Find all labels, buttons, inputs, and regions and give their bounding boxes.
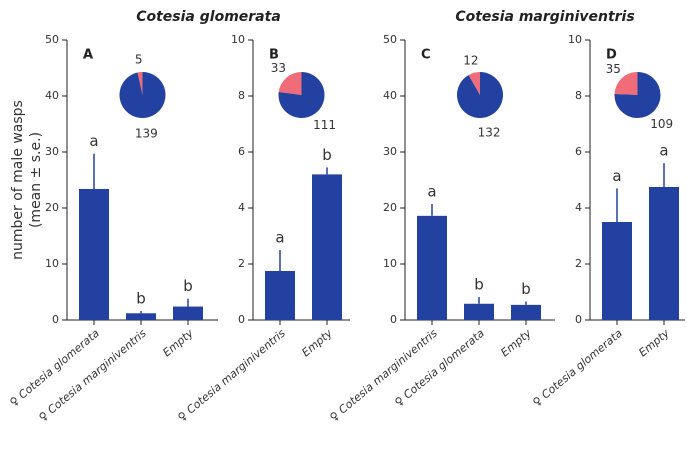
y-tick-label: 0 bbox=[238, 313, 245, 326]
chart-title: Cotesia marginiventris bbox=[455, 9, 634, 25]
significance-letter: a bbox=[89, 132, 98, 150]
significance-letter: a bbox=[659, 142, 668, 160]
panel-label: B bbox=[269, 48, 279, 63]
pie-wedge bbox=[137, 72, 143, 95]
y-tick-label: 8 bbox=[575, 89, 582, 102]
pie-wedge bbox=[119, 72, 166, 119]
x-tick-label: Empty bbox=[299, 326, 335, 359]
y-tick-label: 20 bbox=[45, 201, 59, 214]
bar bbox=[126, 313, 156, 320]
bar bbox=[464, 303, 494, 320]
y-tick-label: 30 bbox=[45, 145, 59, 158]
x-tick-label: ♀ Cotesia glomerata bbox=[7, 326, 102, 409]
panel-label: A bbox=[83, 48, 93, 63]
x-tick-label: Empty bbox=[498, 326, 534, 359]
y-tick-label: 10 bbox=[45, 257, 59, 270]
y-tick-label: 20 bbox=[383, 201, 397, 214]
pie-wedge bbox=[278, 72, 325, 119]
y-tick-label: 50 bbox=[383, 33, 397, 46]
y-tick-label: 4 bbox=[575, 201, 582, 214]
pie-label: 33 bbox=[271, 61, 286, 75]
y-tick-label: 0 bbox=[52, 313, 59, 326]
pie-label: 12 bbox=[463, 54, 478, 68]
significance-letter: b bbox=[521, 280, 531, 298]
y-tick-label: 2 bbox=[575, 257, 582, 270]
bar bbox=[602, 222, 632, 320]
pie-label: 132 bbox=[478, 125, 501, 139]
significance-letter: b bbox=[183, 277, 193, 295]
significance-letter: b bbox=[474, 276, 484, 294]
x-tick-label: ♀ Cotesia glomerata bbox=[530, 326, 625, 409]
bar bbox=[649, 187, 679, 320]
pie-wedge bbox=[278, 72, 302, 95]
y-tick-label: 40 bbox=[45, 89, 59, 102]
y-tick-label: 10 bbox=[568, 33, 582, 46]
pie-wedge bbox=[456, 72, 504, 118]
y-tick-label: 0 bbox=[575, 313, 582, 326]
significance-letter: a bbox=[275, 229, 284, 247]
y-tick-label: 4 bbox=[238, 201, 245, 214]
bar bbox=[173, 306, 203, 320]
bar bbox=[79, 188, 109, 320]
pie-label: 139 bbox=[135, 126, 158, 140]
y-tick-label: 8 bbox=[238, 89, 245, 102]
pie-wedge bbox=[614, 72, 661, 119]
pie-wedge bbox=[614, 72, 638, 95]
y-tick-label: 50 bbox=[45, 33, 59, 46]
y-tick-label: 6 bbox=[238, 145, 245, 158]
pie-wedge bbox=[468, 72, 480, 95]
x-tick-label: Empty bbox=[160, 326, 196, 359]
chart-title: Cotesia glomerata bbox=[136, 9, 281, 25]
significance-letter: a bbox=[427, 183, 436, 201]
x-tick-label: ♀ Cotesia marginiventris bbox=[175, 326, 288, 424]
pie-label: 111 bbox=[313, 118, 336, 132]
bar bbox=[417, 215, 447, 320]
bar bbox=[265, 271, 295, 320]
pie-label: 109 bbox=[650, 117, 673, 131]
y-tick-label: 10 bbox=[383, 257, 397, 270]
panel-label: C bbox=[421, 48, 431, 63]
y-tick-label: 40 bbox=[383, 89, 397, 102]
y-tick-label: 30 bbox=[383, 145, 397, 158]
significance-letter: b bbox=[322, 146, 332, 164]
pie-label: 35 bbox=[606, 62, 621, 76]
significance-letter: a bbox=[612, 167, 621, 185]
y-axis-label: number of male wasps bbox=[10, 100, 26, 260]
y-tick-label: 10 bbox=[231, 33, 245, 46]
pie-label: 5 bbox=[135, 53, 143, 67]
y-tick-label: 2 bbox=[238, 257, 245, 270]
bar bbox=[511, 304, 541, 320]
y-axis-label: (mean ± s.e.) bbox=[28, 132, 44, 228]
panel-label: D bbox=[606, 48, 617, 63]
x-tick-label: ♀ Cotesia glomerata bbox=[392, 326, 487, 409]
significance-letter: b bbox=[136, 290, 146, 308]
y-tick-label: 6 bbox=[575, 145, 582, 158]
bar bbox=[312, 174, 342, 320]
x-tick-label: Empty bbox=[636, 326, 672, 359]
y-tick-label: 0 bbox=[390, 313, 397, 326]
